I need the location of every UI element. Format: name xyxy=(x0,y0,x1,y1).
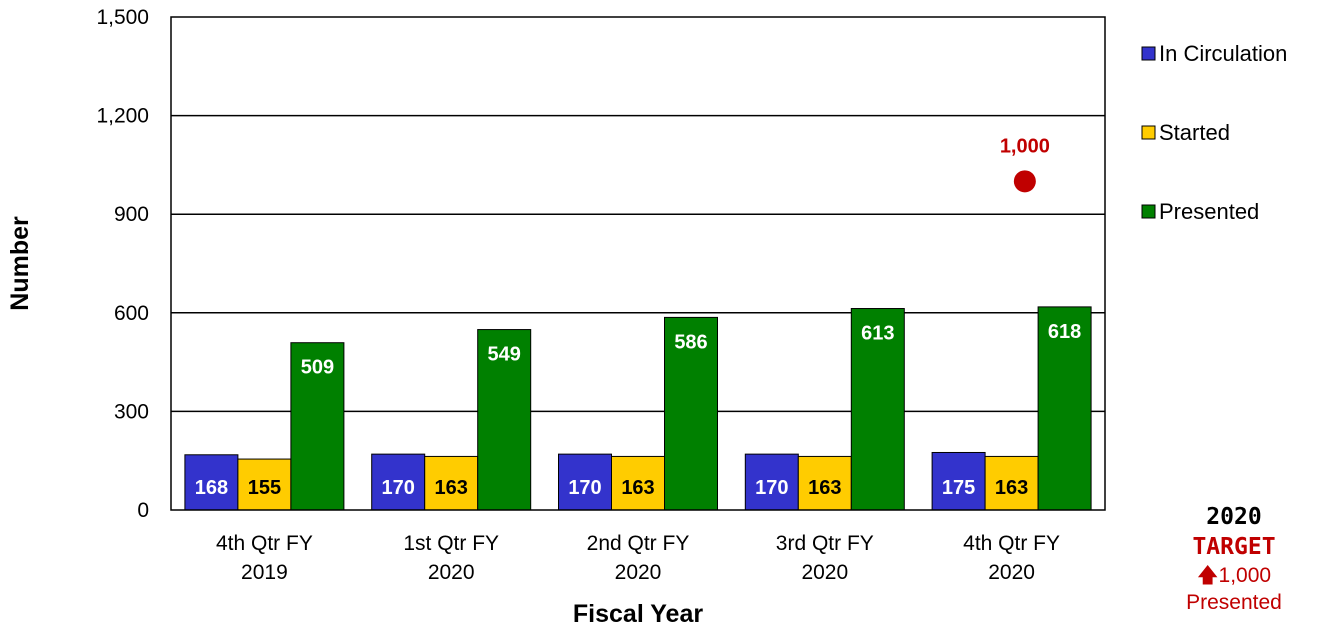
x-tick-label: 1st Qtr FY xyxy=(403,532,499,555)
legend-label: Started xyxy=(1159,120,1230,145)
data-label: 168 xyxy=(195,477,228,499)
y-tick-label: 300 xyxy=(114,400,149,423)
legend-swatch xyxy=(1141,125,1156,140)
data-label: 613 xyxy=(861,323,894,345)
data-label: 163 xyxy=(621,477,654,499)
target-point xyxy=(1013,170,1036,193)
y-axis-title: Number xyxy=(6,216,34,311)
data-label: 163 xyxy=(808,477,841,499)
y-tick-label: 0 xyxy=(137,499,149,522)
bar-started xyxy=(984,455,1039,511)
target-marker: 1,000 xyxy=(1000,135,1050,193)
data-label: 549 xyxy=(488,344,521,366)
legend-label: In Circulation xyxy=(1159,41,1287,66)
y-tick-label: 900 xyxy=(114,203,149,226)
data-label: 170 xyxy=(568,477,601,499)
legend: In Circulation Started Presented xyxy=(1141,41,1287,224)
x-tick-label: 2020 xyxy=(428,561,475,584)
x-tick-label: 3rd Qtr FY xyxy=(776,532,874,555)
bar-presented xyxy=(664,316,718,511)
data-label: 163 xyxy=(995,477,1028,499)
bar-in-circulation xyxy=(371,453,426,511)
y-tick-label: 1,500 xyxy=(96,6,149,29)
target-point-label: 1,000 xyxy=(1000,135,1050,157)
target-year: 2020 xyxy=(1206,504,1262,530)
gridlines xyxy=(171,114,1105,413)
data-labels: 168 155 509 170 163 549 170 163 586 170 163 613 175 1… xyxy=(195,321,1082,499)
data-label: 155 xyxy=(248,477,281,499)
plot-area-frame xyxy=(170,16,1106,511)
x-tick-label: 2019 xyxy=(241,561,288,584)
target-value-line: 🡅1,000 xyxy=(1150,562,1318,589)
bar-started xyxy=(797,455,852,511)
bar-in-circulation xyxy=(744,453,799,511)
legend-swatch xyxy=(1141,204,1156,219)
x-tick-label: 4th Qtr FY xyxy=(216,532,313,555)
target-value: 1,000 xyxy=(1218,564,1272,587)
bar-presented xyxy=(850,308,905,511)
legend-label: Presented xyxy=(1159,199,1259,224)
up-arrow-icon: 🡅 xyxy=(1196,564,1219,587)
x-axis-title: Fiscal Year xyxy=(573,600,703,628)
data-label: 170 xyxy=(382,477,415,499)
bar-presented xyxy=(477,329,532,511)
data-label: 163 xyxy=(435,477,468,499)
bar-started xyxy=(424,455,479,511)
bar-presented xyxy=(290,342,345,511)
bar-presented xyxy=(1037,306,1092,511)
y-tick-label: 1,200 xyxy=(96,105,149,128)
x-tick-label: 2020 xyxy=(801,561,848,584)
legend-swatch xyxy=(1141,46,1156,61)
data-label: 175 xyxy=(942,477,975,499)
y-axis-ticks: 0 300 600 900 1,200 1,500 xyxy=(96,6,149,522)
target-callout: 2020 TARGET 🡅1,000 Presented xyxy=(1150,502,1318,616)
x-tick-label: 2020 xyxy=(988,561,1035,584)
y-tick-label: 600 xyxy=(114,302,149,325)
data-label: 170 xyxy=(755,477,788,499)
data-label: 618 xyxy=(1048,321,1081,343)
target-heading: TARGET xyxy=(1192,534,1276,560)
x-tick-label: 2020 xyxy=(615,561,662,584)
x-axis-categories: 4th Qtr FY 2019 1st Qtr FY 2020 2nd Qtr FY 20… xyxy=(216,532,1060,584)
data-label: 586 xyxy=(674,331,707,353)
bar-in-circulation xyxy=(184,454,239,511)
bars xyxy=(184,306,1092,511)
x-tick-label: 2nd Qtr FY xyxy=(587,532,690,555)
x-tick-label: 4th Qtr FY xyxy=(963,532,1060,555)
target-measure: Presented xyxy=(1186,591,1282,614)
data-label: 509 xyxy=(301,357,334,379)
